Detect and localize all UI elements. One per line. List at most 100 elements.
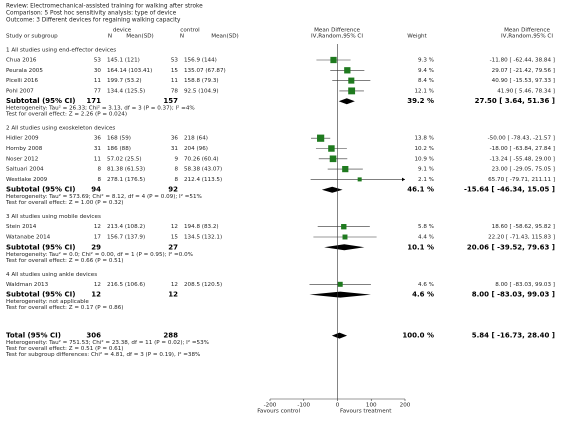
summary-n: 92 <box>168 186 178 194</box>
study-mean: 58.38 (43.07) <box>184 167 222 173</box>
study-weight: 8.4 % <box>418 78 434 84</box>
study-n: 12 <box>171 282 178 288</box>
subgroup-title: 3 All studies using mobile devices <box>6 214 101 220</box>
study-n: 8 <box>174 177 178 183</box>
summary-weight: 4.6 % <box>412 291 434 299</box>
summary-weight: 39.2 % <box>407 97 434 105</box>
x-tick-label: 100 <box>366 403 377 409</box>
col-header: control <box>180 28 200 34</box>
study-mean: 218 (64) <box>184 136 208 142</box>
study-name: Saltuari 2004 <box>6 167 44 173</box>
study-name: Chua 2016 <box>6 58 37 64</box>
total-note: Heterogeneity: Tau² = 751.53; Chi² = 23.… <box>6 339 209 346</box>
study-name: Hornby 2008 <box>6 146 43 152</box>
study-square <box>348 77 355 84</box>
study-n: 15 <box>171 68 179 74</box>
study-mean: 158.8 (79.3) <box>184 78 219 84</box>
study-name: Hidler 2009 <box>6 136 39 142</box>
col-header: IV,Random,95% CI <box>311 34 363 40</box>
study-n: 8 <box>174 167 178 173</box>
study-mean: 212.4 (113.5) <box>184 177 222 183</box>
study-mean: 57.02 (25.5) <box>107 156 142 162</box>
study-name: Noser 2012 <box>6 156 38 162</box>
study-estimate: 22.20 [ -71.43, 115.83 ] <box>488 235 555 241</box>
summary-n: 27 <box>168 243 178 251</box>
summary-label: Subtotal (95% CI) <box>6 291 75 299</box>
study-n: 53 <box>171 58 179 64</box>
study-mean: 164.14 (103.41) <box>107 68 152 74</box>
study-estimate: 29.07 [ -21.42, 79.56 ] <box>492 68 555 74</box>
subgroup-title: 2 All studies using exoskeleton devices <box>6 126 115 132</box>
study-n: 31 <box>171 146 179 152</box>
col-header: N <box>108 34 112 40</box>
study-n: 17 <box>94 235 102 241</box>
study-name: Stein 2014 <box>6 224 37 230</box>
study-mean: 81.38 (61.53) <box>107 167 145 173</box>
study-weight: 13.8 % <box>414 136 434 142</box>
summary-n: 157 <box>163 97 178 105</box>
x-tick-label: 200 <box>400 403 411 409</box>
study-mean: 213.4 (108.2) <box>107 224 145 230</box>
summary-label: Subtotal (95% CI) <box>6 97 75 105</box>
study-n: 30 <box>94 68 102 74</box>
col-header: IV,Random,95% CI <box>501 34 553 40</box>
col-header: N <box>180 34 184 40</box>
study-weight: 4.6 % <box>418 282 434 288</box>
subgroup-title: 4 All studies using ankle devices <box>6 272 97 278</box>
summary-n: 94 <box>91 186 101 194</box>
summary-estimate: 8.00 [ -83.03, 99.03 ] <box>472 291 555 299</box>
summary-diamond <box>331 332 348 339</box>
study-n: 78 <box>171 88 179 94</box>
summary-diamond <box>338 98 355 105</box>
study-square <box>330 56 337 64</box>
col-header: Mean Difference <box>504 28 550 34</box>
summary-n: 12 <box>91 291 101 299</box>
total-note: Test for overall effect: Z = 0.51 (P = 0… <box>5 346 123 352</box>
subgroup-note: Test for overall effect: Z = 2.26 (P = 0… <box>5 112 127 118</box>
study-weight: 2.1 % <box>418 177 434 183</box>
favours-left: Favours control <box>257 409 300 415</box>
study-weight: 4.4 % <box>418 235 434 241</box>
study-mean: 156.9 (144) <box>184 58 217 64</box>
subgroup-note: Test for overall effect: Z = 0.17 (P = 0… <box>5 305 123 311</box>
col-header: Mean Difference <box>314 28 360 34</box>
x-tick-label: -100 <box>297 403 310 409</box>
study-square <box>357 177 362 182</box>
study-name: Pohl 2007 <box>6 88 34 94</box>
total-note: Test for subgroup differences: Chi² = 4.… <box>5 351 200 358</box>
summary-n: 306 <box>86 332 101 340</box>
study-square <box>317 134 325 142</box>
study-name: Waldman 2013 <box>6 282 49 288</box>
study-square <box>328 145 335 152</box>
study-mean: 168 (59) <box>107 136 131 142</box>
study-mean: 216.5 (106.6) <box>107 282 145 288</box>
summary-diamond <box>324 244 365 251</box>
ci-arrow <box>402 177 405 182</box>
study-name: Watanabe 2014 <box>6 235 51 241</box>
summary-label: Total (95% CI) <box>6 332 61 340</box>
study-mean: 156.7 (137.9) <box>107 235 145 241</box>
subgroup-note: Heterogeneity: Tau² = 573.69; Chi² = 8.1… <box>6 193 202 200</box>
study-mean: 70.26 (60.4) <box>184 156 219 162</box>
subgroup-note: Test for overall effect: Z = 1.00 (P = 0… <box>5 200 123 206</box>
study-n: 11 <box>171 78 179 84</box>
study-n: 9 <box>174 156 178 162</box>
study-square <box>337 281 343 287</box>
study-mean: 92.5 (104.9) <box>184 88 219 94</box>
comparison-line: Comparison: 5 Post hoc sensitivity analy… <box>6 11 177 17</box>
study-estimate: 23.00 [ -29.05, 75.05 ] <box>492 167 555 173</box>
study-weight: 12.1 % <box>414 88 434 94</box>
summary-label: Subtotal (95% CI) <box>6 243 75 251</box>
study-mean: 134.5 (132.1) <box>184 235 222 241</box>
study-weight: 10.2 % <box>414 146 434 152</box>
study-square <box>342 165 349 173</box>
study-estimate: 65.70 [ -79.71, 211.11 ] <box>488 177 555 183</box>
study-mean: 135.07 (67.87) <box>184 68 226 74</box>
study-estimate: -13.24 [ -55.48, 29.00 ] <box>490 156 555 162</box>
study-mean: 194.8 (83.2) <box>184 224 219 230</box>
review-line: Review: Electromechanical-assisted train… <box>6 4 203 10</box>
study-n: 31 <box>94 146 102 152</box>
study-square <box>342 234 348 240</box>
study-name: Picelli 2016 <box>6 78 38 84</box>
